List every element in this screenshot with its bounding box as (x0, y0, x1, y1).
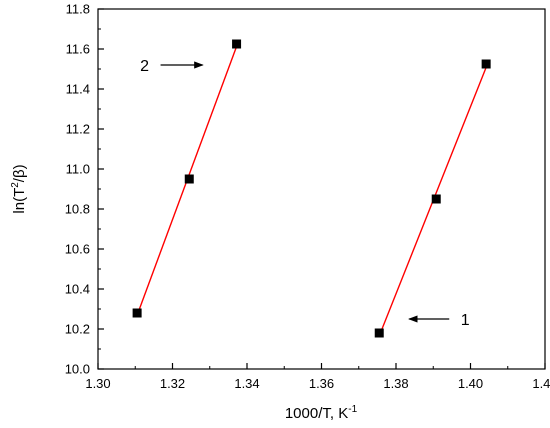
x-axis-ticks: 1.30 1.32 1.34 1.36 1.38 1.40 1.42 (85, 363, 550, 391)
plot-frame (97, 8, 546, 370)
y-tick-label: 11.4 (66, 82, 90, 97)
x-axis-title-main: 1000/T, K (285, 405, 348, 422)
data-point-series-2 (132, 308, 142, 318)
y-tick-label: 10.4 (65, 282, 90, 297)
y-tick-label: 10.0 (65, 362, 90, 377)
annotation-label-2: 2 (140, 58, 149, 75)
y-tick-label: 11.0 (66, 162, 90, 177)
y-axis-title-superscript: 2 (10, 182, 21, 188)
x-tick-label: 1.36 (309, 376, 334, 391)
data-point-series-1 (431, 194, 441, 204)
y-axis-title: ln(T2/β) (10, 164, 28, 213)
data-markers (132, 39, 491, 338)
x-tick-label: 1.38 (383, 376, 408, 391)
x-tick-label: 1.40 (458, 376, 483, 391)
annotations: 21 (140, 58, 470, 329)
y-axis-title-rest: /β) (11, 164, 28, 182)
x-tick-label: 1.42 (532, 376, 550, 391)
x-tick-label: 1.32 (160, 376, 185, 391)
data-point-series-1 (481, 59, 491, 69)
x-axis-title-superscript: -1 (348, 404, 357, 415)
y-axis-title-main: ln(T (11, 188, 28, 214)
y-axis-ticks: 10.0 10.2 10.4 10.6 10.8 11.0 11.2 11.4 11.6 11.8 (65, 2, 104, 377)
data-point-series-2 (232, 39, 242, 49)
fit-lines (136, 46, 487, 337)
y-tick-label: 11.6 (66, 42, 90, 57)
x-tick-label: 1.34 (234, 376, 259, 391)
y-tick-label: 10.6 (65, 242, 90, 257)
y-tick-label: 10.8 (65, 202, 90, 217)
y-tick-label: 10.2 (65, 322, 90, 337)
y-tick-label: 11.2 (66, 122, 90, 137)
data-point-series-2 (184, 174, 194, 184)
y-tick-label: 11.8 (66, 2, 90, 17)
x-tick-label: 1.30 (85, 376, 110, 391)
data-point-series-1 (374, 328, 384, 338)
x-axis-title: 1000/T, K-1 (285, 404, 358, 422)
annotation-label-1: 1 (461, 312, 470, 329)
